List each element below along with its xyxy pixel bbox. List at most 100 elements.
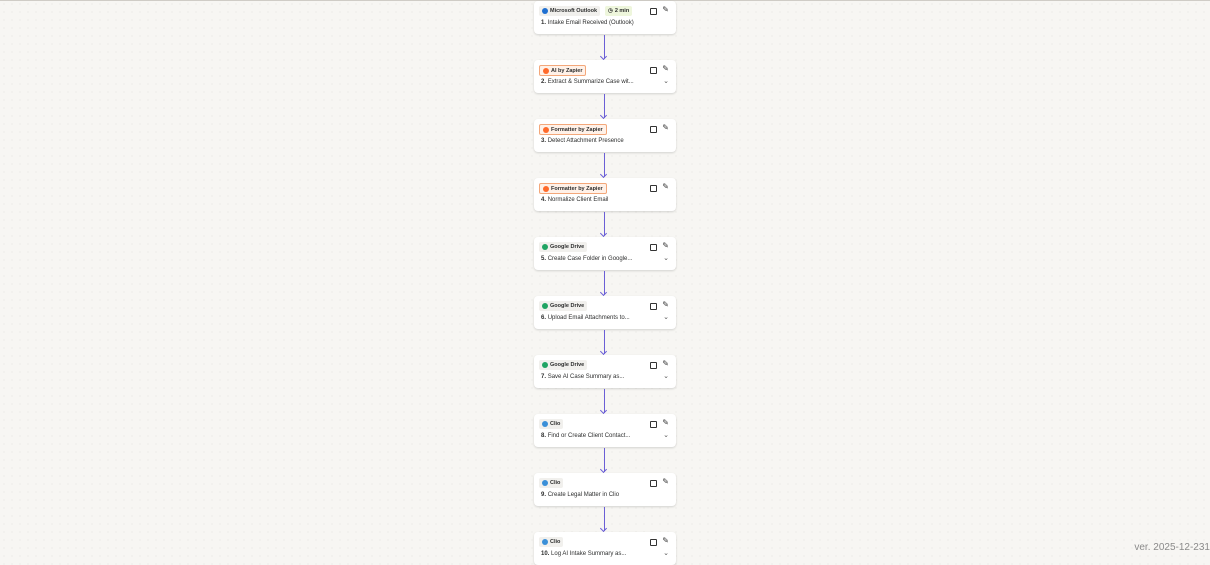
step-title-text: Upload Email Attachments to... — [547, 315, 630, 321]
app-name: Formatter by Zapier — [551, 185, 603, 192]
step-number: 7. — [541, 374, 547, 380]
step-card[interactable]: Clio ✎ 8. Find or Create Client Contact...… — [534, 414, 676, 447]
app-badge: Clio — [539, 419, 564, 429]
clio-icon — [542, 421, 548, 427]
copy-icon[interactable] — [650, 244, 657, 251]
step-number: 4. — [541, 197, 547, 203]
step-title: 5. Create Case Folder in Google... — [541, 256, 632, 262]
step-number: 9. — [541, 492, 547, 498]
step-card[interactable]: Google Drive ✎ 6. Upload Email Attachments… — [534, 296, 676, 329]
step-number: 2. — [541, 79, 547, 85]
connector-arrow — [604, 35, 605, 59]
google-drive-icon — [542, 244, 548, 250]
step-card[interactable]: Google Drive ✎ 7. Save AI Case Summary as.… — [534, 355, 676, 388]
copy-icon[interactable] — [650, 539, 657, 546]
connector-arrow — [604, 94, 605, 118]
version-label: ver. 2025-12-231 — [1134, 542, 1210, 553]
google-drive-icon — [542, 362, 548, 368]
time-badge: ◷ 2 min — [605, 6, 633, 16]
copy-icon[interactable] — [650, 126, 657, 133]
formatter-icon — [543, 126, 549, 133]
step-title: 4. Normalize Client Email — [541, 197, 608, 203]
clock-icon: ◷ — [608, 8, 613, 14]
step-number: 1. — [541, 20, 547, 26]
step-title-text: Detect Attachment Presence — [547, 138, 624, 144]
copy-icon[interactable] — [650, 303, 657, 310]
pencil-icon[interactable]: ✎ — [662, 64, 669, 73]
pencil-icon[interactable]: ✎ — [662, 123, 669, 132]
step-title-text: Extract & Summarize Case wit... — [547, 79, 634, 85]
connector-arrow — [604, 153, 605, 177]
copy-icon[interactable] — [650, 67, 657, 74]
connector-arrow — [604, 389, 605, 413]
chevron-down-icon[interactable]: ⌄ — [663, 255, 669, 262]
app-badge: Clio — [539, 478, 564, 488]
step-title-text: Find or Create Client Contact... — [547, 433, 631, 439]
copy-icon[interactable] — [650, 480, 657, 487]
step-title: 7. Save AI Case Summary as... — [541, 374, 624, 380]
step-title: 9. Create Legal Matter in Clio — [541, 492, 619, 498]
step-title-text: Normalize Client Email — [547, 197, 609, 203]
app-badge: Formatter by Zapier — [539, 124, 607, 135]
step-card[interactable]: Clio ✎ 10. Log AI Intake Summary as... ⌄ — [534, 532, 676, 565]
pencil-icon[interactable]: ✎ — [662, 182, 669, 191]
connector-arrow — [604, 212, 605, 236]
ai-zapier-icon — [543, 67, 549, 74]
copy-icon[interactable] — [650, 362, 657, 369]
app-name: Clio — [550, 480, 561, 486]
clio-icon — [542, 539, 548, 545]
chevron-down-icon[interactable]: ⌄ — [663, 550, 669, 557]
pencil-icon[interactable]: ✎ — [662, 477, 669, 486]
pencil-icon[interactable]: ✎ — [662, 5, 669, 14]
pencil-icon[interactable]: ✎ — [662, 418, 669, 427]
copy-icon[interactable] — [650, 8, 657, 15]
step-card[interactable]: Formatter by Zapier ✎ 3. Detect Attachment… — [534, 119, 676, 152]
step-title-text: Create Legal Matter in Clio — [547, 492, 620, 498]
step-card[interactable]: Google Drive ✎ 5. Create Case Folder in Go… — [534, 237, 676, 270]
step-title-text: Log AI Intake Summary as... — [551, 551, 627, 557]
chevron-down-icon[interactable]: ⌄ — [663, 373, 669, 380]
pencil-icon[interactable]: ✎ — [662, 241, 669, 250]
step-title-text: Save AI Case Summary as... — [547, 374, 625, 380]
connector-arrow — [604, 271, 605, 295]
app-name: Formatter by Zapier — [551, 126, 603, 133]
top-divider — [0, 0, 1210, 1]
step-title-text: Create Case Folder in Google... — [547, 256, 633, 262]
step-card[interactable]: Formatter by Zapier ✎ 4. Normalize Client … — [534, 178, 676, 211]
app-badge: Clio — [539, 537, 564, 547]
chevron-down-icon[interactable]: ⌄ — [663, 432, 669, 439]
connector-arrow — [604, 448, 605, 472]
chevron-down-icon[interactable]: ⌄ — [663, 314, 669, 321]
step-card[interactable]: Microsoft Outlook ◷ 2 min ✎ 1. Intake Email … — [534, 1, 676, 34]
app-badge: Formatter by Zapier — [539, 183, 607, 194]
app-badge: Microsoft Outlook — [539, 6, 601, 16]
step-card[interactable]: AI by Zapier ✎ 2. Extract & Summarize Case… — [534, 60, 676, 93]
app-badge: AI by Zapier — [539, 65, 587, 76]
app-name: Google Drive — [550, 362, 585, 368]
connector-arrow — [604, 330, 605, 354]
pencil-icon[interactable]: ✎ — [662, 359, 669, 368]
step-number: 10. — [541, 551, 550, 557]
step-title: 10. Log AI Intake Summary as... — [541, 551, 626, 557]
step-number: 3. — [541, 138, 547, 144]
step-title: 3. Detect Attachment Presence — [541, 138, 624, 144]
step-title: 2. Extract & Summarize Case wit... — [541, 79, 634, 85]
time-label: 2 min — [614, 8, 630, 14]
app-name: Clio — [550, 539, 561, 545]
outlook-icon — [542, 8, 548, 14]
chevron-down-icon[interactable]: ⌄ — [663, 78, 669, 85]
step-number: 6. — [541, 315, 547, 321]
clio-icon — [542, 480, 548, 486]
step-title: 8. Find or Create Client Contact... — [541, 433, 630, 439]
copy-icon[interactable] — [650, 421, 657, 428]
google-drive-icon — [542, 303, 548, 309]
step-title: 1. Intake Email Received (Outlook) — [541, 20, 634, 26]
copy-icon[interactable] — [650, 185, 657, 192]
app-name: AI by Zapier — [551, 67, 583, 74]
connector-arrow — [604, 507, 605, 531]
app-name: Google Drive — [550, 244, 585, 250]
step-card[interactable]: Clio ✎ 9. Create Legal Matter in Clio — [534, 473, 676, 506]
pencil-icon[interactable]: ✎ — [662, 300, 669, 309]
app-badge: Google Drive — [539, 242, 588, 252]
pencil-icon[interactable]: ✎ — [662, 536, 669, 545]
